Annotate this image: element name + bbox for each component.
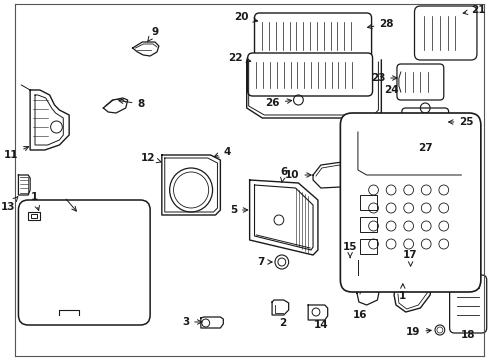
Text: 20: 20	[234, 12, 257, 22]
Text: 28: 28	[367, 19, 393, 29]
Text: 17: 17	[403, 250, 417, 266]
Bar	[345, 265, 356, 277]
Text: 13: 13	[1, 197, 18, 212]
Text: 5: 5	[229, 205, 247, 215]
Text: 12: 12	[140, 153, 161, 163]
Text: 1: 1	[398, 284, 406, 301]
Text: 3: 3	[182, 317, 202, 327]
Text: 27: 27	[417, 143, 432, 153]
Text: 23: 23	[370, 73, 396, 83]
Text: 16: 16	[352, 310, 366, 320]
Text: 24: 24	[384, 85, 398, 95]
Text: 8: 8	[119, 99, 144, 109]
Bar	[359, 195, 377, 210]
Text: 10: 10	[285, 170, 310, 180]
Bar	[28, 212, 40, 220]
FancyBboxPatch shape	[401, 108, 447, 144]
Text: 26: 26	[265, 98, 291, 108]
Text: 2: 2	[279, 318, 286, 328]
Text: 11: 11	[4, 147, 28, 160]
Text: 7: 7	[256, 257, 271, 267]
Text: 4: 4	[214, 147, 230, 157]
Bar	[359, 217, 377, 232]
FancyBboxPatch shape	[448, 275, 486, 333]
Text: 18: 18	[460, 330, 474, 340]
FancyBboxPatch shape	[247, 53, 372, 96]
Text: 6: 6	[280, 167, 287, 183]
FancyBboxPatch shape	[19, 200, 150, 325]
Text: 25: 25	[447, 117, 473, 127]
Bar	[31, 214, 37, 218]
Text: 1: 1	[31, 192, 40, 210]
FancyBboxPatch shape	[254, 13, 371, 58]
FancyBboxPatch shape	[340, 113, 480, 292]
Text: 14: 14	[313, 320, 327, 330]
Text: 19: 19	[405, 327, 430, 337]
Text: 9: 9	[147, 27, 158, 42]
Text: 15: 15	[342, 242, 357, 258]
Text: 22: 22	[228, 53, 250, 63]
FancyBboxPatch shape	[396, 64, 443, 100]
Text: 21: 21	[462, 5, 485, 15]
Bar	[359, 239, 377, 254]
FancyBboxPatch shape	[414, 6, 476, 60]
